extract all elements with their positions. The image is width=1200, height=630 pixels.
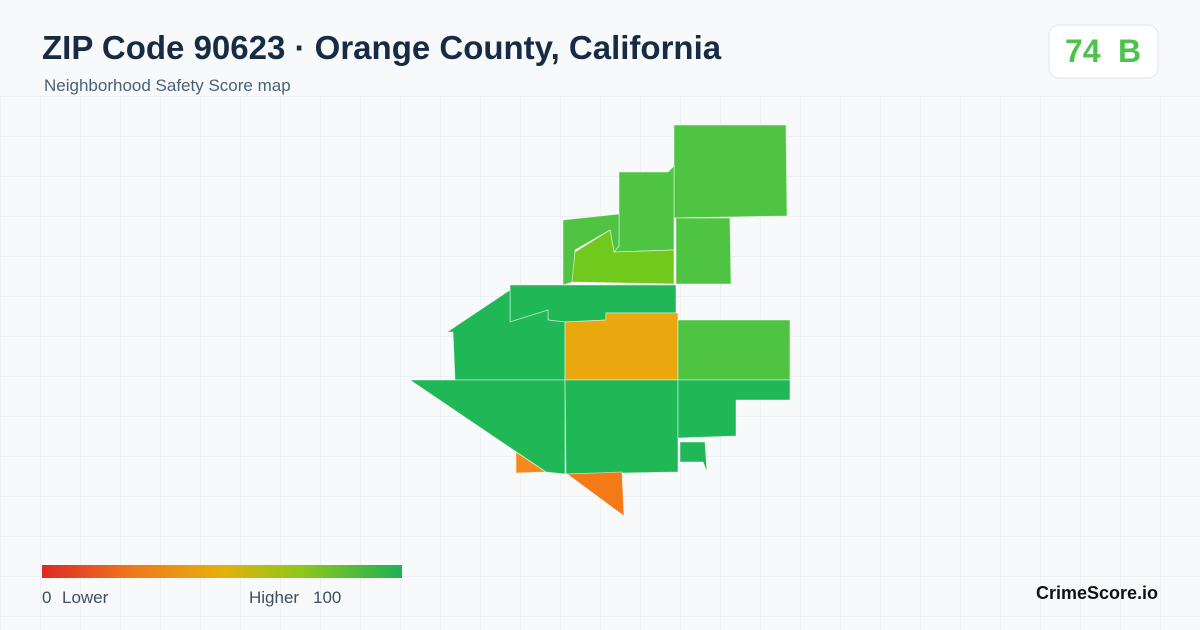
zone	[564, 379, 679, 475]
header-bg	[0, 0, 1200, 96]
brand: CrimeScore.io	[1036, 583, 1158, 603]
score-badge	[1048, 24, 1159, 79]
legend-max: 100	[313, 588, 341, 607]
zone	[673, 124, 788, 219]
legend-max-label: Higher	[249, 588, 299, 607]
title: ZIP Code 90623 · Orange County, Californ…	[42, 29, 722, 66]
score-grade: B	[1118, 33, 1141, 69]
legend-bar	[42, 565, 402, 578]
zone	[564, 312, 679, 381]
legend-min-label: Lower	[62, 588, 109, 607]
zone	[675, 217, 732, 285]
zone	[677, 379, 791, 439]
map	[408, 124, 791, 517]
zone	[408, 379, 566, 475]
zone	[677, 319, 791, 381]
zone	[679, 441, 708, 473]
zone	[445, 289, 566, 381]
score-value: 74	[1065, 33, 1101, 69]
zone	[565, 471, 625, 517]
subtitle: Neighborhood Safety Score map	[44, 76, 291, 95]
zone	[613, 165, 675, 253]
zone	[515, 451, 548, 474]
legend-min: 0	[42, 588, 51, 607]
zone	[571, 229, 675, 285]
